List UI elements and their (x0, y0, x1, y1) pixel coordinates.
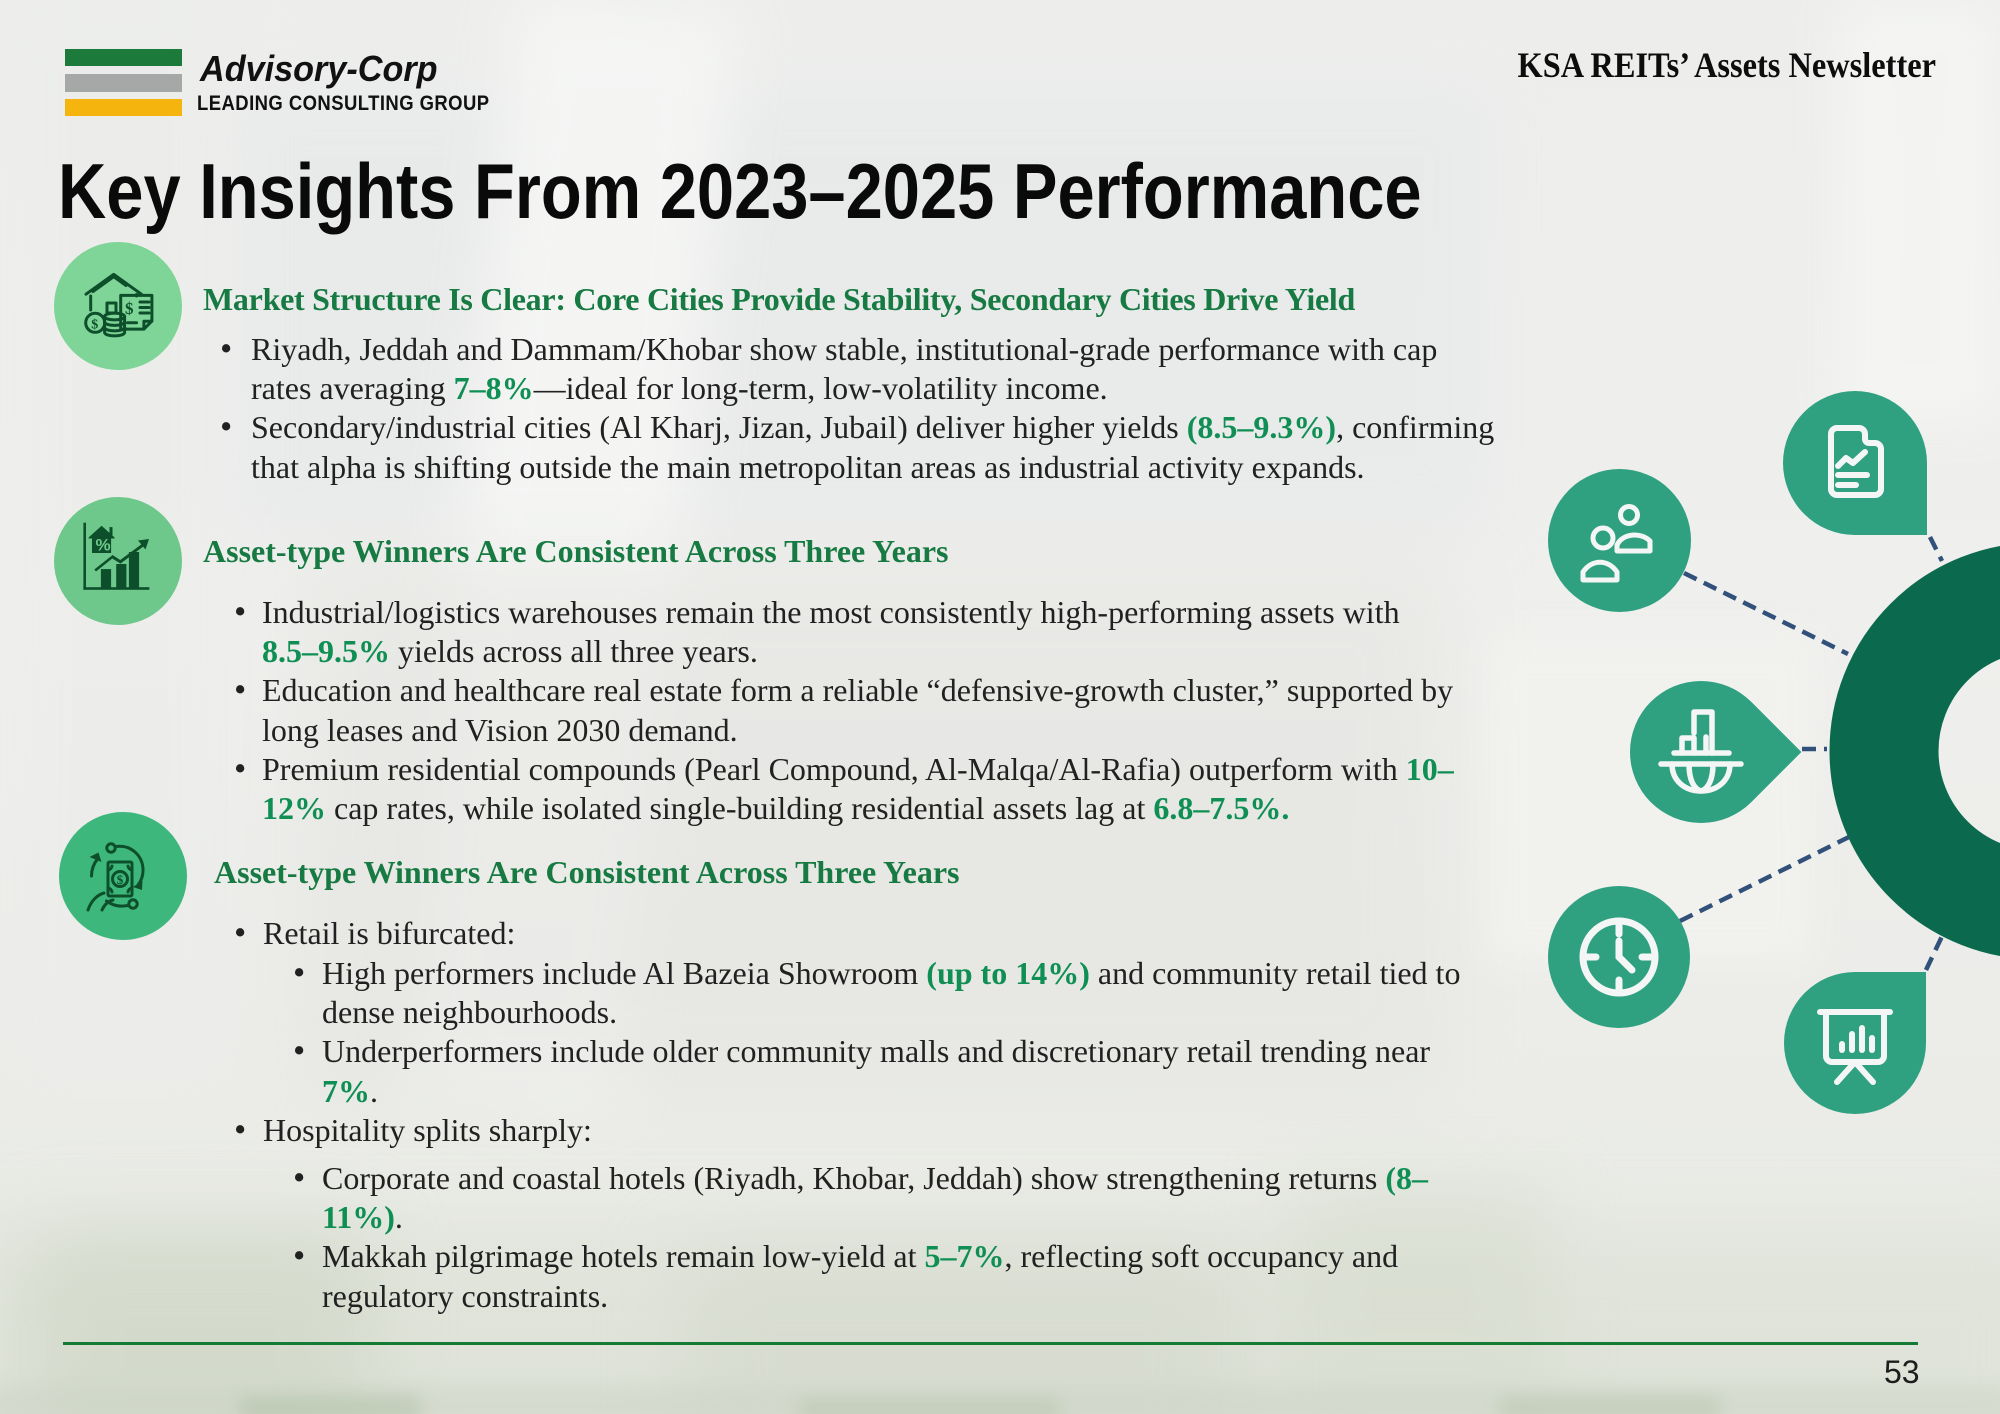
svg-text:$: $ (117, 872, 124, 887)
svg-text:$: $ (125, 299, 134, 318)
svg-text:$: $ (91, 318, 98, 333)
svg-text:%: % (96, 536, 111, 555)
